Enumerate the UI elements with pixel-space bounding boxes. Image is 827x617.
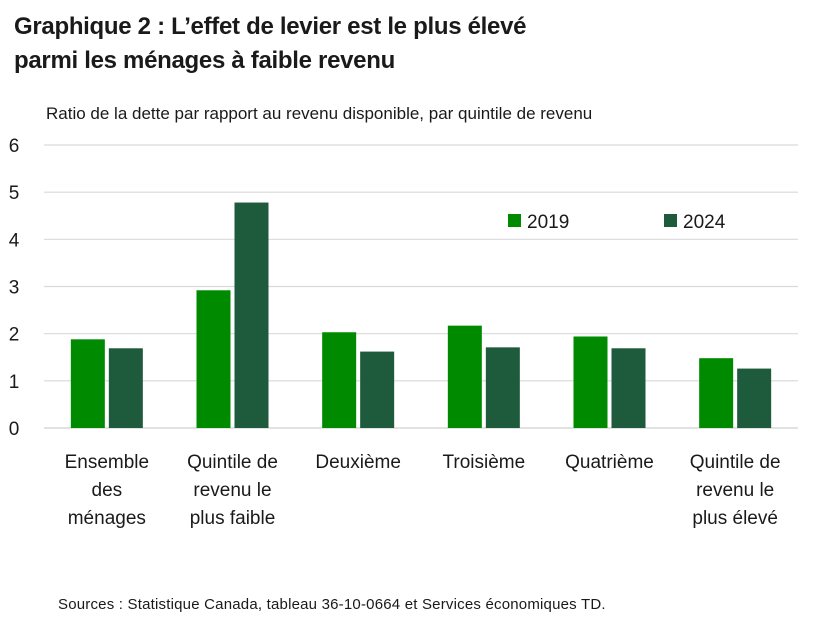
bars: [70, 202, 772, 428]
chart-title-line-1: Graphique 2 : L’effet de levier est le p…: [14, 13, 527, 40]
bar-2019-0: [70, 339, 105, 428]
y-tick-label: 5: [9, 183, 20, 204]
chart-title: Graphique 2 : L’effet de levier est le p…: [14, 10, 804, 78]
bar-2019-5: [699, 358, 734, 428]
source-note: Sources : Statistique Canada, tableau 36…: [58, 596, 606, 613]
legend-label-2019: 2019: [527, 212, 569, 233]
bar-2024-4: [611, 348, 646, 428]
bar-2024-5: [737, 368, 772, 428]
legend-label-2024: 2024: [683, 212, 726, 233]
bar-2019-3: [447, 325, 482, 428]
legend-swatch-2024: [664, 214, 677, 227]
bar-2024-1: [234, 202, 269, 428]
bar-2024-3: [485, 347, 520, 428]
y-tick-label: 3: [9, 278, 20, 299]
legend: 2019 2024: [508, 212, 726, 233]
bar-2024-2: [360, 351, 395, 428]
grid-lines: [44, 144, 798, 429]
x-tick-label: Ensemble des ménages: [65, 452, 150, 529]
chart-title-line-2: parmi les ménages à faible revenu: [14, 47, 395, 74]
x-tick-label: Deuxième: [315, 452, 401, 473]
y-tick-label: 4: [9, 230, 20, 251]
y-tick-label: 6: [9, 136, 20, 157]
y-tick-label: 1: [9, 372, 20, 393]
x-tick-label: Quintile de revenu le plus faible: [187, 452, 278, 529]
y-axis-label: Ratio de la dette par rapport au revenu …: [46, 104, 593, 123]
x-tick-label: Quintile de revenu le plus élevé: [690, 452, 781, 529]
bar-2024-0: [108, 348, 143, 428]
bar-2019-4: [573, 336, 608, 428]
legend-swatch-2019: [508, 214, 521, 227]
y-axis-ticks: 0 1 2 3 4 5 6: [9, 136, 20, 440]
y-tick-label: 2: [9, 325, 20, 346]
y-tick-label: 0: [9, 419, 20, 440]
x-tick-label: Quatrième: [565, 452, 654, 473]
bar-2019-2: [322, 332, 357, 428]
bar-2019-1: [196, 290, 231, 428]
x-tick-label: Troisième: [442, 452, 525, 473]
x-axis-labels: Ensemble des ménages Quintile de revenu le pl…: [65, 452, 781, 529]
